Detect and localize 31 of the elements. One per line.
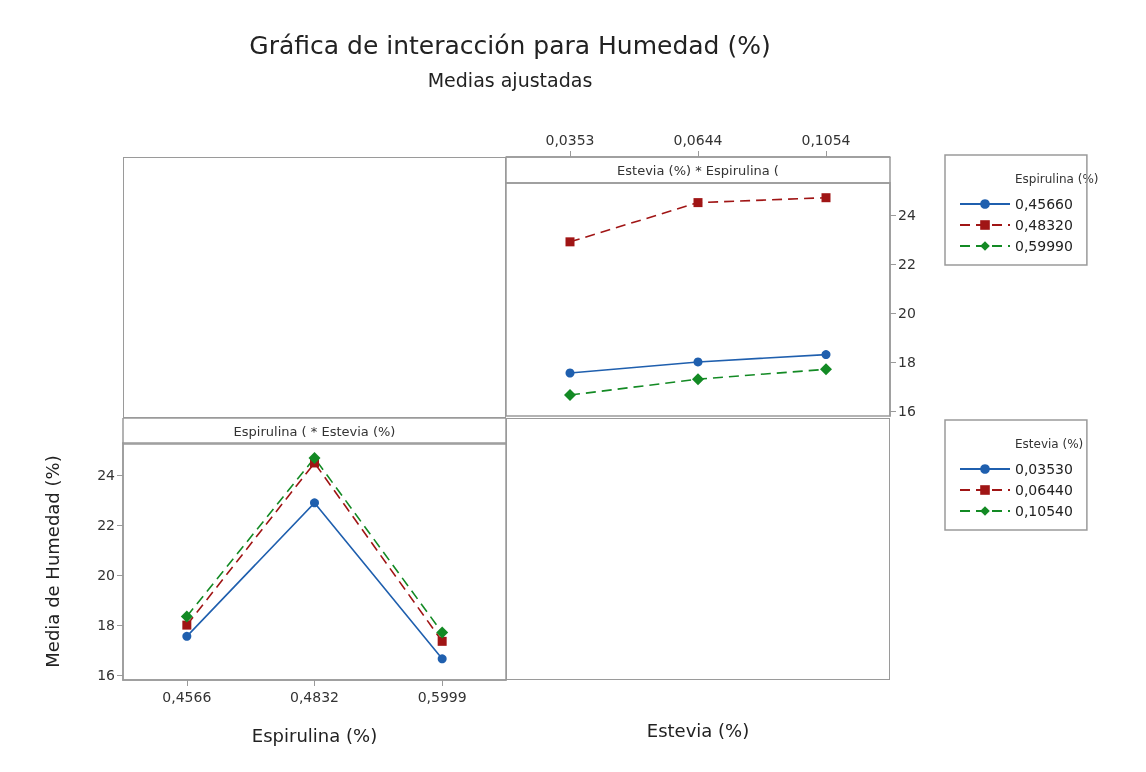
legend-label: 0,06440 — [1015, 482, 1073, 498]
x-tick-label: 0,1054 — [801, 132, 851, 148]
y-axis-title: Media de Humedad (%) — [41, 455, 63, 668]
chart-subtitle: Medias ajustadas — [427, 68, 593, 91]
legend-label: 0,03530 — [1015, 461, 1073, 477]
text: Estevia (%) * Espirulina ( — [617, 162, 779, 178]
y-tick-label: 24 — [97, 467, 116, 484]
legend-label: 0,45660 — [1015, 196, 1073, 212]
legend-label: 0,59990 — [1015, 238, 1073, 254]
legend-title: Estevia (%) — [1015, 437, 1084, 451]
y-tick-label: 18 — [898, 353, 916, 370]
x-tick-label: 0,0644 — [673, 132, 723, 148]
x-axis-title: Espirulina (%) — [251, 724, 378, 746]
legend-label: 0,48320 — [1015, 217, 1073, 233]
x-tick-label: 0,0353 — [545, 132, 595, 148]
y-tick-label: 22 — [97, 517, 115, 534]
x-tick-label: 0,4566 — [162, 689, 212, 705]
x-tick-label: 0,5999 — [417, 689, 467, 705]
legend-label: 0,10540 — [1015, 503, 1073, 519]
y-tick-label: 22 — [898, 255, 916, 272]
x-tick-label: 0,4832 — [290, 689, 339, 705]
y-tick-label: 16 — [97, 667, 116, 684]
y-tick-label: 20 — [97, 567, 115, 584]
chart-title: Gráfica de interacción para Humedad (%) — [249, 31, 771, 60]
y-tick-label: 16 — [898, 403, 916, 419]
x-axis-title: Estevia (%) — [645, 720, 751, 741]
text: Espirulina ( * Estevia (%) — [233, 423, 396, 439]
y-tick-label: 18 — [97, 617, 115, 634]
legend-title: Espirulina (%) — [1015, 172, 1099, 186]
y-tick-label: 20 — [898, 304, 916, 321]
y-tick-label: 24 — [898, 206, 916, 223]
